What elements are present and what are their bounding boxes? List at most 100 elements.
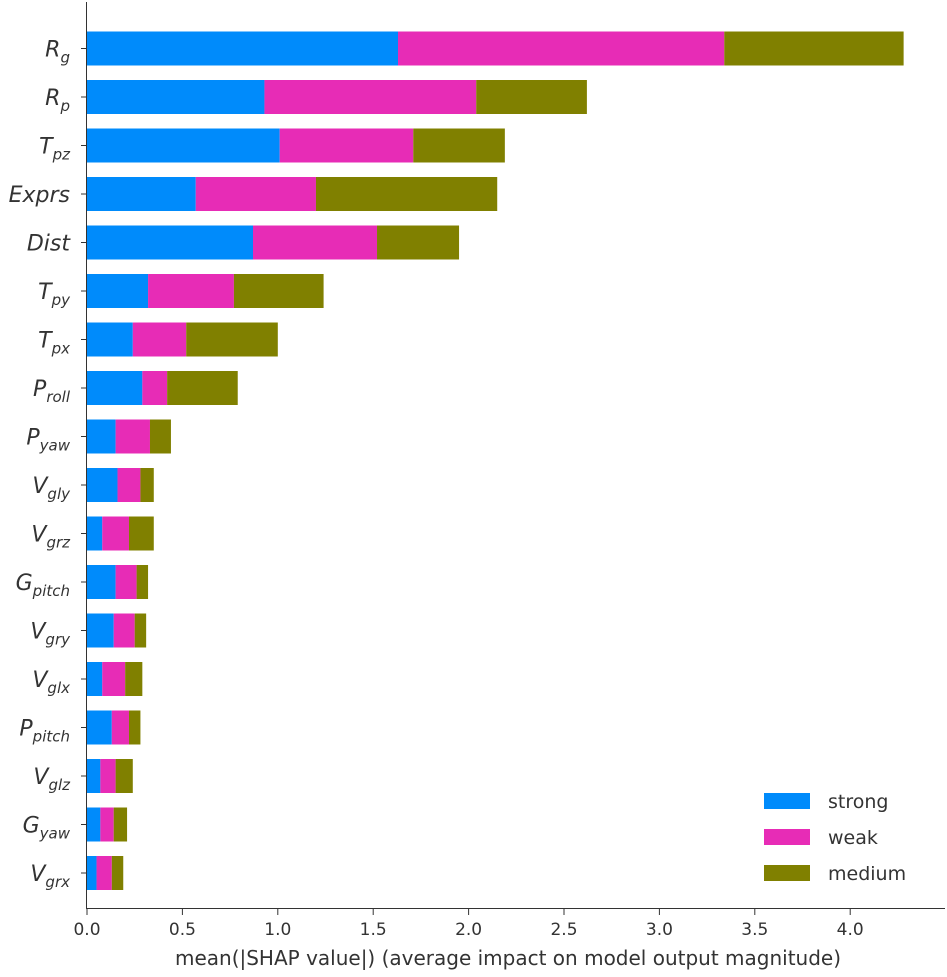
bar-medium-15 xyxy=(115,759,133,793)
y-tick-base: V xyxy=(30,862,47,887)
x-tick-label-6: 3.0 xyxy=(646,920,673,940)
bar-strong-2 xyxy=(87,128,280,163)
bar-strong-14 xyxy=(87,710,112,745)
y-tick-base: R xyxy=(45,86,60,111)
y-tick-base: T xyxy=(38,329,53,354)
bar-medium-12 xyxy=(134,613,147,648)
bar-weak-2 xyxy=(279,128,414,163)
bar-strong-4 xyxy=(87,225,253,260)
y-tick-base: T xyxy=(39,135,54,160)
y-tick-sub: glx xyxy=(47,679,70,697)
y-tick-sub: grz xyxy=(46,534,71,552)
legend-label-weak: weak xyxy=(828,827,878,849)
y-tick-label-11: Gpitch xyxy=(16,571,70,600)
bar-weak-13 xyxy=(102,662,126,696)
y-tick-base: T xyxy=(38,280,53,305)
y-tick-sub: px xyxy=(51,340,71,358)
bar-strong-15 xyxy=(87,759,101,793)
bar-medium-13 xyxy=(125,662,143,696)
y-tick-sub: yaw xyxy=(39,437,71,455)
bar-strong-10 xyxy=(87,516,103,551)
y-tick-base: P xyxy=(19,717,33,742)
x-tick-label-5: 2.5 xyxy=(550,920,577,940)
y-tick-base: P xyxy=(33,377,47,402)
y-tick-label-12: Vgry xyxy=(30,620,71,649)
bar-weak-12 xyxy=(113,613,135,648)
bar-weak-11 xyxy=(115,565,137,599)
x-tick-label-7: 3.5 xyxy=(741,920,768,940)
x-tick-label-4: 2.0 xyxy=(455,920,482,940)
x-tick-label-1: 0.5 xyxy=(169,920,196,940)
bar-strong-6 xyxy=(87,322,133,357)
y-tick-sub: gly xyxy=(47,485,71,503)
y-tick-base: G xyxy=(23,814,40,839)
bar-weak-7 xyxy=(142,371,168,405)
y-tick-sub: grx xyxy=(45,873,70,891)
y-tick-sub: roll xyxy=(46,388,71,406)
y-tick-label-2: Tpz xyxy=(39,135,71,164)
bar-medium-8 xyxy=(149,419,171,454)
bar-medium-16 xyxy=(113,807,128,842)
x-tick-label-2: 1.0 xyxy=(264,920,291,940)
bar-weak-17 xyxy=(96,856,112,890)
y-tick-label-14: Ppitch xyxy=(19,717,70,746)
y-tick-sub: g xyxy=(60,49,70,67)
y-tick-label-16: Gyaw xyxy=(23,814,71,843)
y-tick-label-15: Vglz xyxy=(33,765,71,794)
bar-weak-4 xyxy=(252,225,378,260)
bar-medium-9 xyxy=(140,468,154,502)
y-tick-base: R xyxy=(45,38,60,63)
bar-strong-1 xyxy=(87,80,265,114)
legend-label-strong: strong xyxy=(828,791,888,813)
bar-strong-16 xyxy=(87,807,101,842)
y-tick-label-1: Rp xyxy=(45,86,70,115)
y-tick-base: G xyxy=(16,571,33,596)
y-tick-label-7: Proll xyxy=(33,377,71,406)
y-tick-label-8: Pyaw xyxy=(26,426,70,455)
bar-medium-17 xyxy=(111,856,124,890)
bar-weak-5 xyxy=(148,274,234,308)
bar-medium-10 xyxy=(128,516,154,551)
y-tick-label-0: Rg xyxy=(45,38,70,67)
y-tick-base: V xyxy=(33,765,50,790)
legend-label-medium: medium xyxy=(828,863,906,885)
bar-medium-0 xyxy=(724,31,904,66)
legend: strong weak medium xyxy=(764,791,906,885)
bar-weak-3 xyxy=(195,177,316,211)
bar-strong-5 xyxy=(87,274,149,308)
y-tick-label-4: Dist xyxy=(27,232,72,257)
bar-medium-2 xyxy=(413,128,505,163)
bar-strong-11 xyxy=(87,565,116,599)
bar-medium-3 xyxy=(315,177,498,211)
bar-weak-0 xyxy=(398,31,725,66)
y-tick-base: Dist xyxy=(27,232,72,257)
y-tick-base: V xyxy=(31,523,48,548)
bar-strong-3 xyxy=(87,177,196,211)
y-tick-sub: pitch xyxy=(32,582,70,600)
y-tick-label-6: Tpx xyxy=(38,329,70,358)
bars-group xyxy=(87,31,904,890)
bar-medium-14 xyxy=(128,710,141,745)
bar-strong-7 xyxy=(87,371,143,405)
y-tick-sub: glz xyxy=(48,776,71,794)
bar-weak-9 xyxy=(117,468,141,502)
bar-strong-17 xyxy=(87,856,97,890)
y-tick-label-10: Vgrz xyxy=(31,523,71,552)
y-tick-label-9: Vgly xyxy=(32,474,71,503)
x-tick-label-8: 4.0 xyxy=(837,920,864,940)
bar-weak-8 xyxy=(115,419,150,454)
y-tick-label-5: Tpy xyxy=(38,280,71,309)
bar-medium-11 xyxy=(136,565,149,599)
y-tick-base: Exprs xyxy=(9,183,70,208)
bar-medium-5 xyxy=(233,274,324,308)
legend-swatch-weak xyxy=(764,829,810,845)
y-tick-base: V xyxy=(30,620,47,645)
y-tick-label-13: Vglx xyxy=(32,668,70,697)
legend-swatch-medium xyxy=(764,865,810,881)
y-tick-sub: yaw xyxy=(39,825,71,843)
y-tick-base: P xyxy=(26,426,40,451)
bar-weak-10 xyxy=(102,516,129,551)
bar-strong-9 xyxy=(87,468,118,502)
bar-strong-0 xyxy=(87,31,399,66)
